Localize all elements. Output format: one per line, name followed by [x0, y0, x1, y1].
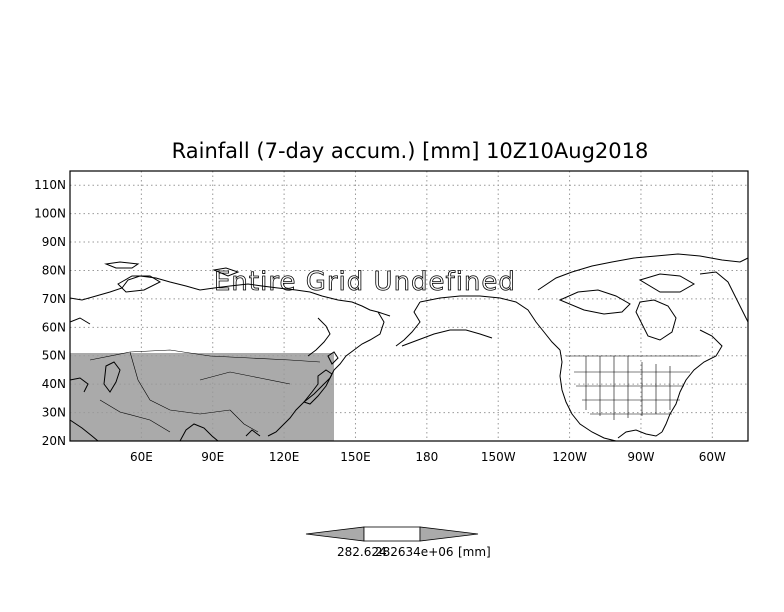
us-state-borders — [89, 349, 700, 433]
lon-tick-label: 90W — [627, 450, 654, 464]
lat-tick-label: 80N — [42, 263, 66, 277]
shaded-data-region — [70, 353, 334, 441]
colorbar-max-label: 282634e+06 — [375, 545, 454, 559]
lon-tick-label: 90E — [201, 450, 224, 464]
plot-frame — [69, 170, 749, 442]
lat-tick-label: 110N — [34, 178, 66, 192]
lat-tick-label: 30N — [42, 406, 66, 420]
lat-tick-label: 70N — [42, 292, 66, 306]
colorbar-left-arrow — [305, 526, 365, 542]
coastlines — [69, 253, 749, 442]
undefined-grid-text: Entire Grid Undefined — [214, 267, 516, 297]
lon-tick-label: 180 — [415, 450, 438, 464]
gridlines — [70, 171, 748, 441]
lat-tick-label: 40N — [42, 377, 66, 391]
colorbar-min-label: 282.624 — [337, 545, 387, 559]
colorbar-box — [363, 526, 421, 542]
lon-tick-label: 120E — [269, 450, 300, 464]
colorbar: 282.624 282634e+06 [mm] — [305, 526, 491, 559]
lat-tick-label: 100N — [34, 207, 66, 221]
lon-tick-label: 60W — [699, 450, 726, 464]
lon-tick-label: 150W — [481, 450, 516, 464]
map-title: Rainfall (7-day accum.) [mm] 10Z10Aug201… — [172, 139, 649, 163]
lon-tick-label: 60E — [130, 450, 153, 464]
lon-tick-label: 120W — [552, 450, 587, 464]
colorbar-right-arrow — [419, 526, 479, 542]
longitude-labels: 60E 90E 120E 150E 180 150W 120W 90W 60W — [130, 450, 726, 464]
lat-tick-label: 20N — [42, 434, 66, 448]
lon-tick-label: 150E — [340, 450, 371, 464]
colorbar-unit: [mm] — [458, 545, 491, 559]
latitude-labels: 110N 100N 90N 80N 70N 60N 50N 40N 30N 20N — [34, 178, 66, 448]
lat-tick-label: 50N — [42, 349, 66, 363]
lat-tick-label: 60N — [42, 320, 66, 334]
lat-tick-label: 90N — [42, 235, 66, 249]
